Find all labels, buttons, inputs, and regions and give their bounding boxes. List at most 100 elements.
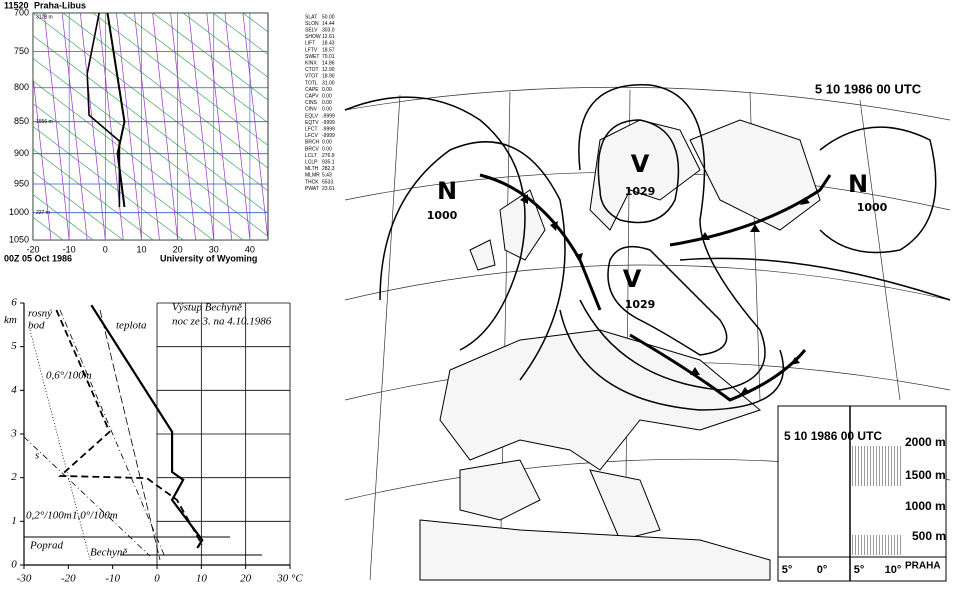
index-name: EQLV: [305, 113, 319, 119]
x-tick-label: 10: [136, 244, 146, 254]
x-tick-label: -10: [105, 573, 120, 585]
index-name: KINX: [305, 61, 317, 67]
index-value: 31.00: [322, 80, 335, 86]
pressure-center-value: 1029: [625, 185, 656, 198]
inset-level: 1500 m: [905, 468, 946, 482]
inset-longitude: 5°: [854, 564, 865, 576]
dry-adiabat: [92, 13, 268, 146]
index-value: -9999: [322, 113, 335, 119]
isotherm: [79, 13, 106, 240]
index-name: BRCH: [305, 140, 320, 146]
sounding-time: 00Z 05 Oct 1986: [4, 253, 72, 263]
sounding-frame: [32, 12, 269, 241]
x-tick-label: 30 °C: [276, 573, 303, 585]
annotation: 1,0°/100m: [72, 510, 118, 522]
isotherm: [134, 13, 160, 240]
index-value: 18.57: [322, 47, 335, 53]
height-label: 3128 m: [36, 14, 53, 20]
index-value: 12.61: [322, 34, 335, 40]
isotherm: [33, 73, 52, 240]
index-name: LFCV: [305, 133, 318, 139]
front-symbols: [520, 194, 810, 395]
y-tick-label: 4: [11, 384, 17, 396]
index-value: 303.0: [322, 28, 335, 34]
dry-adiabat: [33, 58, 268, 237]
index-name: LIFT: [305, 41, 315, 47]
x-tick-label: 0: [154, 573, 160, 585]
inset-title: 5 10 1986 00 UTC: [784, 429, 882, 443]
index-value: 0.00: [322, 100, 332, 106]
pressure-center-letter: N: [437, 177, 457, 205]
index-name: EQTV: [305, 120, 319, 126]
inset-level: 500 m: [912, 529, 946, 543]
index-value: 23.61: [322, 186, 335, 192]
y-tick-label: 2: [11, 471, 17, 483]
sounding-plot: [33, 13, 268, 240]
y-tick-label: 3: [10, 428, 17, 440]
dry-adiabat: [33, 103, 214, 240]
dry-adiabat: [212, 13, 268, 55]
index-name: BRCV: [305, 146, 320, 152]
inset-longitude: 0°: [817, 564, 828, 576]
dew_point-line: [55, 309, 204, 546]
annotation: Poprad: [29, 540, 64, 552]
y-tick-label: 750: [14, 46, 29, 56]
y-tick-label: 950: [14, 178, 29, 188]
dry-adiabat: [33, 148, 154, 240]
index-name: CINS: [305, 100, 318, 106]
index-value: -9999: [322, 133, 335, 139]
index-name: LCLT: [305, 153, 317, 159]
index-value: 14.44: [322, 21, 335, 27]
annotation: 0,2°/100m: [26, 510, 72, 522]
series-label: teplota: [116, 320, 147, 332]
adiabat: [29, 329, 91, 561]
dry-adiabat: [33, 216, 64, 240]
dew_point-line: [86, 13, 121, 208]
index-name: CINV: [305, 107, 318, 113]
inset-level: 2000 m: [905, 435, 946, 449]
inset-station: PRAHA: [905, 561, 941, 572]
index-value: 14.86: [322, 61, 335, 67]
adiabat: [59, 309, 166, 558]
pressure-centers: N 1000 V 1029 V 1029 N 1000: [427, 150, 888, 311]
index-name: SELV: [305, 28, 318, 34]
index-value: 18.43: [322, 41, 335, 47]
inset-longitude: 5°: [782, 564, 793, 576]
index-value: 282.3: [322, 166, 335, 172]
index-value: -9999: [322, 127, 335, 133]
index-value: 50.00: [322, 14, 335, 20]
y-tick-label: 5: [11, 340, 17, 352]
index-name: THCK: [305, 179, 319, 185]
annotation: 0,6°/100m: [46, 370, 92, 382]
index-value: 0.00: [322, 146, 332, 152]
adiabat: [99, 309, 161, 561]
index-name: CTOT: [305, 67, 319, 73]
index-value: 5.43: [322, 173, 332, 179]
dry-adiabat: [33, 126, 184, 240]
chart-title: Výstup Bechyně: [172, 302, 242, 314]
index-value: 0.00: [322, 107, 332, 113]
height-label: 1556 m: [36, 119, 53, 125]
fronts: [479, 173, 832, 402]
y-tick-label: 1: [11, 515, 17, 527]
y-tick-label: 6: [11, 297, 17, 309]
index-name: VTOT: [305, 74, 318, 80]
index-name: SHOW: [305, 34, 321, 40]
index-name: PWAT: [305, 186, 319, 192]
isotherm: [170, 13, 196, 240]
inset-hatch: [850, 446, 902, 486]
y-tick-label: 0: [11, 559, 17, 571]
index-name: LFTV: [305, 47, 318, 53]
index-name: TOTL: [305, 80, 318, 86]
isotherm: [43, 13, 70, 240]
isotherm: [206, 13, 233, 240]
isotherm: [152, 13, 178, 240]
index-value: -9999: [322, 120, 335, 126]
x-tick-label: -30: [17, 573, 32, 585]
x-tick-label: 30: [209, 244, 219, 254]
y-axis-label: km: [4, 314, 17, 326]
sounding-source: University of Wyoming: [160, 253, 257, 263]
pressure-center-value: 1000: [427, 209, 458, 222]
pressure-center-value: 1029: [625, 298, 656, 311]
